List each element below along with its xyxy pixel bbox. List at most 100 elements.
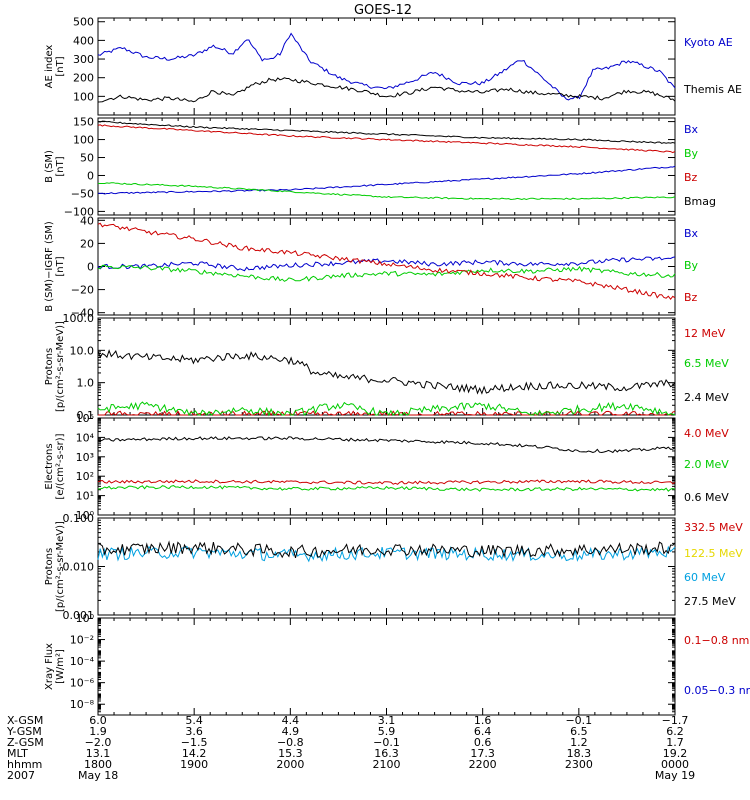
- panel-frame: [97, 517, 676, 616]
- ephemeris-value: 6.0: [89, 714, 107, 727]
- legend-themis-ae: Themis AE: [683, 83, 742, 96]
- ephemeris-value: 1.6: [474, 714, 492, 727]
- series-2-4-mev: [97, 349, 676, 395]
- y-tick-label: 10⁻⁸: [70, 698, 95, 711]
- y-axis-label: B (SM): [44, 150, 55, 183]
- legend-by: By: [684, 147, 699, 160]
- y-tick-label: 10⁻⁴: [70, 655, 95, 668]
- y-axis-label: [W/m²]: [55, 649, 66, 684]
- ephemeris-value: −0.1: [565, 714, 592, 727]
- legend-bz: Bz: [684, 291, 698, 304]
- ephemeris-value: 1800: [84, 758, 112, 771]
- y-tick-label: 10⁻⁶: [70, 677, 95, 690]
- panel-frame: [97, 317, 676, 416]
- ephemeris-value: 2000: [276, 758, 304, 771]
- y-tick-label: 0.010: [63, 561, 95, 574]
- series-2-0-mev: [97, 485, 676, 492]
- ephemeris-value: 3.1: [378, 714, 396, 727]
- y-axis-label: Xray Flux: [44, 643, 55, 690]
- ephemeris-value: 4.4: [282, 714, 300, 727]
- panel-frame: [97, 417, 676, 516]
- series-bx: [97, 165, 676, 195]
- ephemeris-value: May 19: [655, 769, 695, 782]
- legend-bmag: Bmag: [684, 195, 716, 208]
- y-axis-label: Protons: [44, 348, 55, 385]
- ephemeris-row-label: 2007: [7, 769, 35, 782]
- legend-bz: Bz: [684, 171, 698, 184]
- series-bz: [97, 222, 676, 301]
- y-axis-label: [e/(cm²-s-sr)]: [55, 433, 66, 499]
- legend-12-mev: 12 MeV: [684, 327, 726, 340]
- ephemeris-value: 2100: [373, 758, 401, 771]
- legend-bx: Bx: [684, 227, 699, 240]
- y-axis-label: [nT]: [55, 156, 66, 176]
- y-tick-label: 10²: [76, 470, 94, 483]
- legend-0-05-0-3-nm: 0.05−0.3 nm: [684, 684, 750, 697]
- ephemeris-value: 1.7: [666, 736, 684, 749]
- ephemeris-value: 1.2: [570, 736, 588, 749]
- legend-60-mev: 60 MeV: [684, 571, 726, 584]
- y-axis-label: Protons: [44, 548, 55, 585]
- series-themis-ae: [97, 77, 676, 103]
- legend-2-0-mev: 2.0 MeV: [684, 458, 729, 471]
- ephemeris-value: 0.6: [474, 736, 492, 749]
- series-12-mev: [98, 410, 676, 416]
- panel-ae: 100 200 300 400 500 AE index [nT] Kyoto AE Themi…: [44, 16, 742, 116]
- y-tick-label: 20: [80, 237, 94, 250]
- y-tick-label: 10.0: [70, 344, 95, 357]
- y-tick-label: 50: [80, 152, 94, 165]
- y-tick-label: 0.100: [63, 512, 95, 525]
- ephemeris-value: 4.9: [282, 725, 300, 738]
- legend-4-0-mev: 4.0 MeV: [684, 427, 729, 440]
- ephemeris-row-label: Z-GSM: [7, 736, 44, 749]
- ephemeris-value: 0000: [661, 758, 689, 771]
- series-6-5-mev: [97, 401, 676, 417]
- y-tick-label: 10⁰: [76, 509, 95, 522]
- ephemeris-value: 19.2: [663, 747, 688, 760]
- y-tick-label: 0: [87, 261, 94, 274]
- y-tick-label: 10³: [76, 451, 94, 464]
- y-tick-label: 400: [73, 34, 94, 47]
- legend-bx: Bx: [684, 123, 699, 136]
- y-axis-label: [p/(cm²-s-sr-MeV)]: [55, 521, 66, 612]
- y-tick-label: 500: [73, 16, 94, 29]
- series-4-0-mev: [97, 479, 676, 485]
- ephemeris-value: 15.3: [278, 747, 303, 760]
- panel-b-minus-igrf: −40 −20 0 20 40 B (SM)−IGRF (SM) [nT] Bx By Bz: [44, 214, 699, 319]
- y-tick-label: 0.001: [63, 609, 95, 622]
- y-tick-label: −100: [64, 205, 94, 218]
- chart-title: GOES-12: [354, 3, 412, 18]
- ephemeris-value: 2200: [469, 758, 497, 771]
- series-27-5-mev: [97, 540, 676, 559]
- ephemeris-value: −2.0: [85, 736, 112, 749]
- y-tick-label: −50: [71, 187, 94, 200]
- y-tick-label: 10¹: [76, 490, 94, 503]
- ephemeris-value: 17.3: [470, 747, 495, 760]
- ephemeris-value: 16.3: [374, 747, 399, 760]
- y-tick-label: 10⁻²: [70, 634, 94, 647]
- ephemeris-row-label: MLT: [7, 747, 28, 760]
- ephemeris-value: May 18: [78, 769, 118, 782]
- ephemeris-value: 1900: [180, 758, 208, 771]
- y-axis-label: Electrons: [44, 443, 55, 489]
- y-axis-label: [p/(cm²-s-sr-MeV)]: [55, 321, 66, 412]
- y-tick-label: −20: [71, 284, 94, 297]
- y-axis-label: AE index: [44, 45, 55, 89]
- series-bmag: [97, 120, 676, 144]
- ephemeris-value: 6.2: [666, 725, 684, 738]
- panel-frame: [97, 117, 676, 216]
- legend-kyoto-ae: Kyoto AE: [684, 36, 733, 49]
- panel-frame: [97, 217, 676, 316]
- series-bz: [97, 124, 676, 154]
- ephemeris-value: 5.9: [378, 725, 396, 738]
- series-kyoto-ae: [97, 32, 676, 101]
- ephemeris-row-label: X-GSM: [7, 714, 43, 727]
- ephemeris-value: 18.3: [567, 747, 592, 760]
- legend-122-5-mev: 122.5 MeV: [684, 547, 743, 560]
- series-60-mev: [97, 545, 676, 563]
- ephemeris-row-label: Y-GSM: [6, 725, 42, 738]
- legend-6-5-mev: 6.5 MeV: [684, 357, 729, 370]
